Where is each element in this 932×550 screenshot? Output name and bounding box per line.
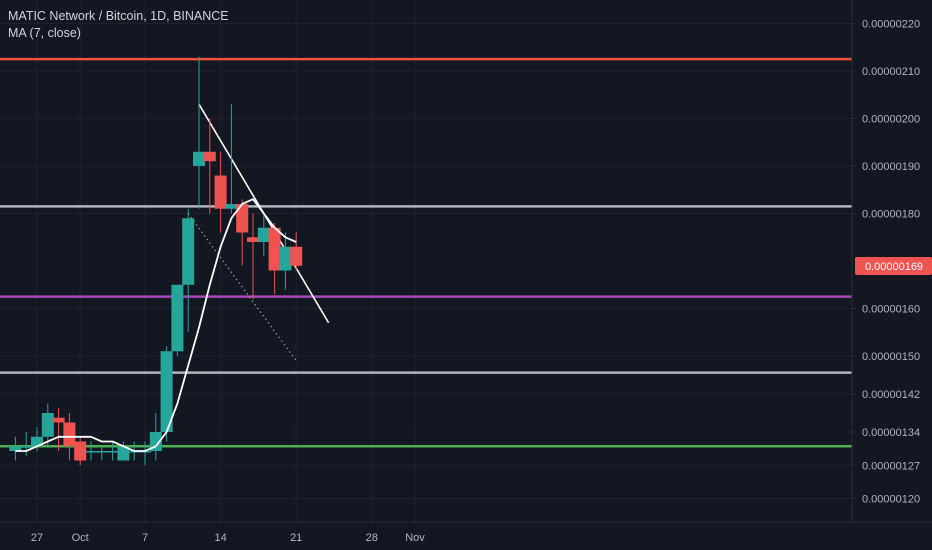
price-axis[interactable]: 0.00000220 0.00000210 0.00000200 0.00000190… xyxy=(852,19,920,506)
candle-up xyxy=(149,413,162,461)
price-tick-label: 0.00000150 xyxy=(862,351,920,363)
price-tick-label: 0.00000210 xyxy=(862,66,920,78)
indicator-label[interactable]: MA (7, close) xyxy=(8,26,81,40)
candles xyxy=(9,56,303,466)
candle-down xyxy=(203,118,216,214)
price-tick-label: 0.00000127 xyxy=(862,460,920,472)
candle-up xyxy=(95,446,108,461)
time-tick-label: 27 xyxy=(31,532,43,544)
candle-down xyxy=(52,408,65,451)
symbol-title[interactable]: MATIC Network / Bitcoin, 1D, BINANCE xyxy=(8,9,229,23)
candle-body xyxy=(31,436,43,447)
candle-up xyxy=(182,208,195,333)
candle-body xyxy=(52,417,65,423)
candle-body xyxy=(236,204,249,233)
candle-body xyxy=(74,441,87,461)
last-price-badge: 0.00000169 xyxy=(855,257,932,275)
candle-body xyxy=(203,151,216,162)
last-price-badge-bg xyxy=(855,257,932,275)
candle-up xyxy=(160,346,173,442)
time-tick-label: 28 xyxy=(366,532,378,544)
moving-average xyxy=(15,198,297,452)
horizontal-levels[interactable] xyxy=(0,57,852,448)
candle-body xyxy=(95,451,108,453)
candle-up xyxy=(106,441,119,461)
candle-body xyxy=(268,227,281,271)
candle-body xyxy=(193,151,205,166)
candle-up xyxy=(9,436,22,461)
candle-up xyxy=(279,232,292,290)
candle-up xyxy=(117,441,130,461)
candle-up xyxy=(225,104,238,214)
candle-down xyxy=(290,232,303,271)
candle-body xyxy=(63,422,76,447)
candle-body xyxy=(149,432,162,451)
chart-legend: MATIC Network / Bitcoin, 1D, BINANCE MA … xyxy=(8,8,229,42)
price-tick-label: 0.00000200 xyxy=(862,114,920,126)
candle-down xyxy=(247,213,259,299)
price-tick-label: 0.00000180 xyxy=(862,209,920,221)
candle-down xyxy=(74,436,87,466)
candle-body xyxy=(20,446,33,448)
time-tick-label: 7 xyxy=(142,532,148,544)
axes xyxy=(0,0,932,523)
candle-down xyxy=(214,151,227,233)
candle-down xyxy=(236,199,249,266)
candle-up xyxy=(85,441,97,461)
price-tick-label: 0.00000120 xyxy=(862,494,920,506)
candle-body xyxy=(257,227,270,242)
price-tick-label: 0.00000142 xyxy=(862,389,920,401)
candle-body xyxy=(9,446,22,451)
ma-line xyxy=(15,198,297,452)
time-tick-label: Oct xyxy=(72,532,89,544)
candle-body xyxy=(106,451,119,453)
candle-down xyxy=(268,223,281,295)
price-tick-label: 0.00000220 xyxy=(862,19,920,31)
candle-body xyxy=(247,237,259,242)
candle-up xyxy=(193,56,205,209)
price-tick-label: 0.00000134 xyxy=(862,427,920,439)
candle-body xyxy=(160,351,173,432)
price-tick-label: 0.00000160 xyxy=(862,304,920,316)
candle-up xyxy=(41,403,54,447)
grid-lines xyxy=(0,0,852,522)
time-tick-label: Nov xyxy=(405,532,425,544)
candle-body xyxy=(214,175,227,209)
candle-body xyxy=(279,246,292,271)
time-tick-label: 14 xyxy=(214,532,226,544)
candle-body xyxy=(41,413,54,437)
time-axis[interactable]: 27 Oct 7 14 21 28 Nov xyxy=(31,532,425,544)
candle-body xyxy=(225,204,238,209)
candle-up xyxy=(171,284,184,356)
time-tick-label: 21 xyxy=(290,532,302,544)
last-price-value: 0.00000169 xyxy=(865,261,923,273)
candle-up xyxy=(257,213,270,257)
candle-body xyxy=(290,246,303,266)
price-tick-label: 0.00000190 xyxy=(862,161,920,173)
candle-body xyxy=(171,284,184,352)
dotted-projection[interactable] xyxy=(187,213,297,362)
candle-body xyxy=(117,446,130,461)
candle-body xyxy=(85,451,97,453)
candle-body xyxy=(182,218,195,285)
